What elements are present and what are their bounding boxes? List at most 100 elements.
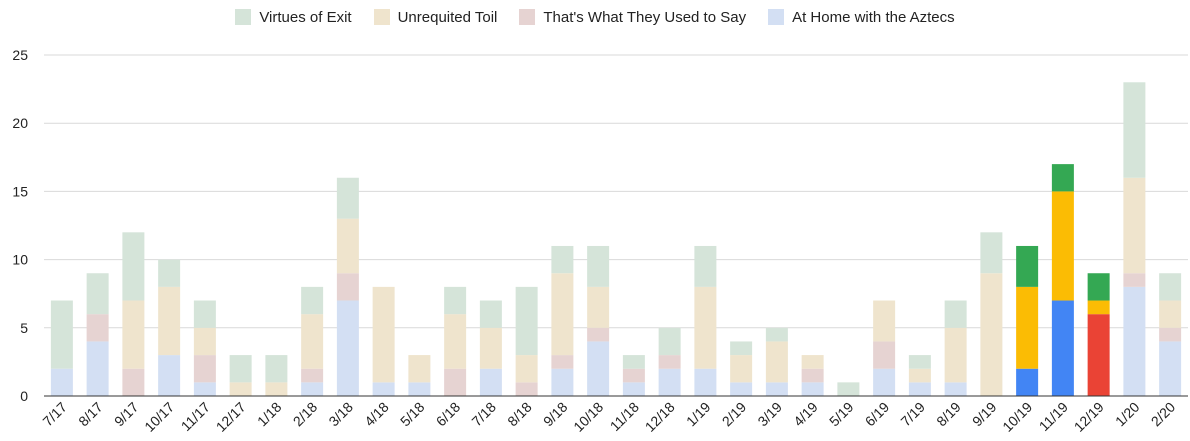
bar-segment (515, 286, 538, 356)
bar-segment (587, 341, 610, 396)
bar-segment (908, 355, 931, 369)
bar-segment (1051, 164, 1074, 192)
bar-segment (873, 300, 896, 342)
bar-segment (1123, 82, 1146, 178)
bar-segment (801, 382, 824, 396)
bar-segment (158, 355, 181, 396)
bar-segment (944, 382, 967, 396)
bar-segment (587, 286, 610, 328)
legend-swatch (768, 8, 785, 25)
bar-segment (873, 341, 896, 369)
bar-segment (193, 355, 216, 383)
bar-segment (229, 355, 252, 383)
x-tick-label: 7/18 (468, 399, 499, 430)
bar-segment (944, 327, 967, 383)
bar-segment (658, 368, 681, 396)
bar-segment (908, 382, 931, 396)
x-tick-label: 8/19 (933, 399, 964, 430)
bar-segment (122, 300, 145, 369)
y-tick-label: 10 (12, 252, 28, 268)
y-tick-label: 5 (20, 320, 28, 336)
bar-segment (765, 382, 788, 396)
legend-swatch (235, 8, 252, 25)
bar-segment (730, 355, 753, 383)
bar-segment (229, 382, 252, 396)
bar-segment (694, 245, 717, 287)
bar-segment (408, 355, 431, 383)
y-tick-label: 20 (12, 115, 28, 131)
bar-segment (622, 382, 645, 396)
y-tick-label: 25 (12, 47, 28, 63)
bar-segment (336, 177, 359, 219)
x-tick-label: 3/18 (325, 399, 356, 430)
bar-segment (658, 355, 681, 369)
bar-segment (444, 368, 467, 396)
bar-segment (122, 368, 145, 396)
bar-segment (765, 327, 788, 342)
bar-segment (622, 368, 645, 383)
legend-item: At Home with the Aztecs (768, 8, 955, 26)
bar-segment (658, 327, 681, 356)
x-tick-label: 4/18 (361, 399, 392, 430)
x-tick-label: 8/18 (504, 399, 535, 430)
bar-segment (980, 232, 1003, 274)
x-tick-label: 9/18 (540, 399, 571, 430)
bar-segment (730, 382, 753, 396)
bar-segment (551, 368, 574, 396)
bar-segment (193, 382, 216, 396)
bar-segment (980, 273, 1003, 396)
x-tick-label: 4/19 (790, 399, 821, 430)
bar-segment (694, 368, 717, 396)
legend-item: Unrequited Toil (373, 8, 497, 26)
bar-segment (837, 382, 860, 396)
x-tick-label: 2/20 (1148, 399, 1179, 430)
x-tick-label: 5/18 (397, 399, 428, 430)
bar-segment (336, 218, 359, 274)
bar-segment (1159, 341, 1182, 396)
bar-segment (1123, 273, 1146, 287)
bar-segment (158, 286, 181, 356)
legend-label: That's What They Used to Say (543, 8, 747, 26)
bar-segment (479, 327, 502, 369)
bar-segment (1051, 300, 1074, 396)
bar-segment (86, 341, 109, 396)
bar-segment (694, 286, 717, 369)
bar-segment (301, 314, 324, 369)
bar-segment (622, 355, 645, 369)
x-tick-label: 11/19 (1036, 399, 1072, 435)
bar-segment (551, 355, 574, 369)
x-tick-label: 12/17 (213, 399, 249, 435)
bar-segment (444, 286, 467, 315)
bar-segment (50, 300, 73, 369)
bar-segment (515, 382, 538, 396)
legend-swatch (519, 8, 536, 25)
legend-label: Virtues of Exit (259, 8, 352, 26)
bar-segment (1123, 286, 1146, 396)
bar-segment (908, 368, 931, 383)
legend-item: Virtues of Exit (235, 8, 352, 26)
bar-segment (265, 382, 288, 396)
bar-segment (1159, 327, 1182, 342)
x-tick-label: 10/18 (570, 399, 606, 435)
bar-segment (193, 327, 216, 356)
x-tick-label: 6/19 (862, 399, 893, 430)
bar-segment (587, 245, 610, 287)
x-tick-label: 5/19 (826, 399, 857, 430)
bar-segment (730, 341, 753, 356)
bar-segment (301, 286, 324, 315)
bar-segment (408, 382, 431, 396)
bar-segment (944, 300, 967, 328)
bar-segment (1087, 314, 1110, 396)
bar-segment (873, 368, 896, 396)
bar-segment (587, 327, 610, 342)
bar-segment (86, 314, 109, 342)
x-tick-label: 11/17 (178, 399, 214, 435)
x-tick-label: 1/19 (683, 399, 714, 430)
x-tick-label: 3/19 (754, 399, 785, 430)
bar-segment (1051, 191, 1074, 301)
bar-segment (801, 355, 824, 369)
x-tick-label: 9/17 (111, 399, 142, 430)
x-tick-label: 7/19 (897, 399, 928, 430)
